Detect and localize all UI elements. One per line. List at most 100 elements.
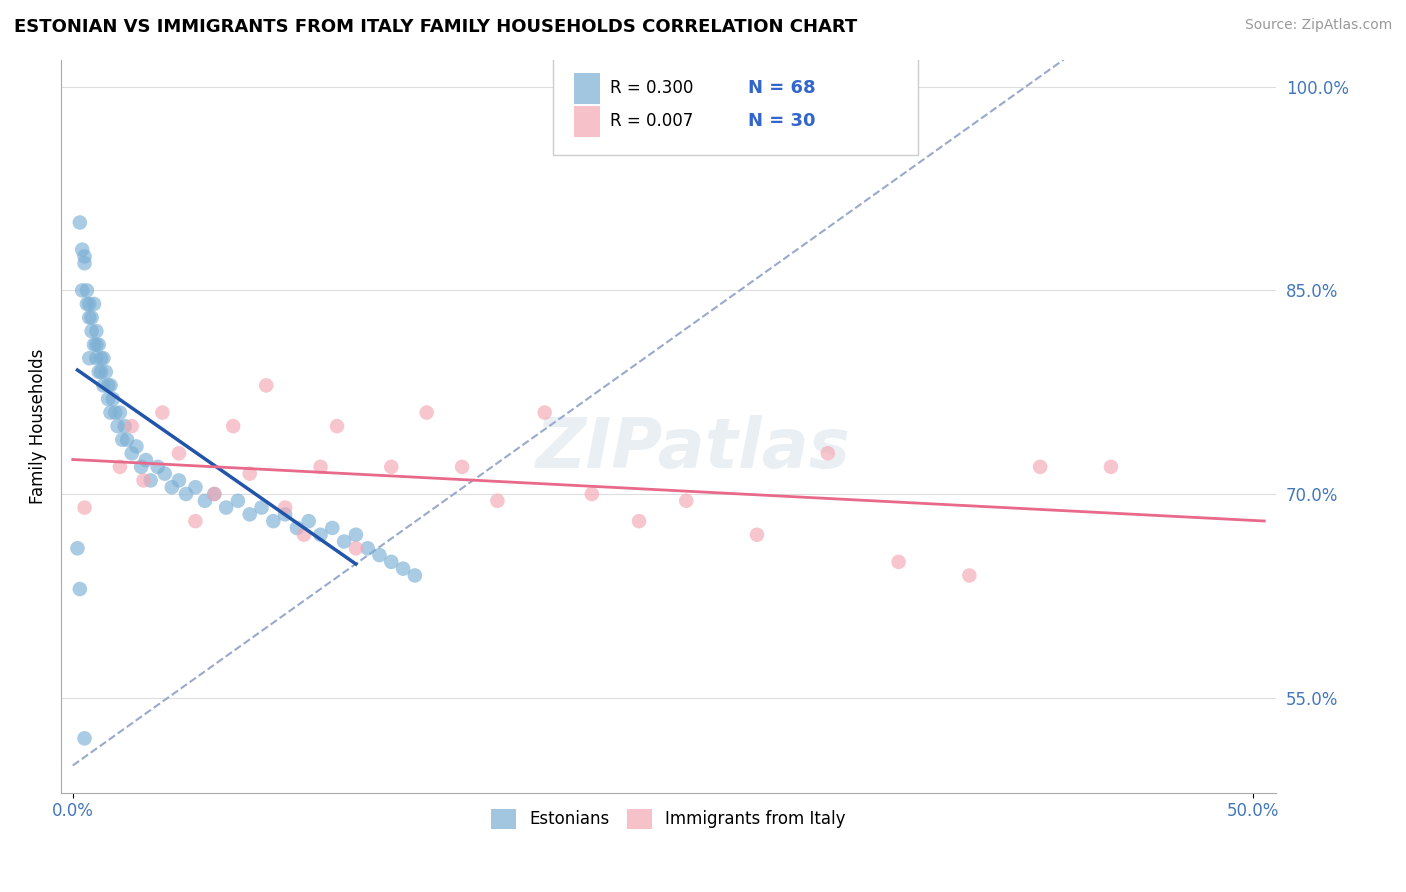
Point <box>77 297 100 311</box>
Point <box>121 446 143 460</box>
Point <box>80 324 103 338</box>
Point <box>135 453 157 467</box>
Point <box>194 493 217 508</box>
Point <box>115 433 138 447</box>
Point <box>125 440 148 454</box>
Text: ESTONIAN VS IMMIGRANTS FROM ITALY FAMILY HOUSEHOLDS CORRELATION CHART: ESTONIAN VS IMMIGRANTS FROM ITALY FAMILY… <box>14 18 858 36</box>
Point <box>86 351 108 366</box>
Point <box>86 324 108 338</box>
Point <box>73 249 96 263</box>
Text: N = 30: N = 30 <box>748 112 815 130</box>
Point <box>111 433 134 447</box>
Point <box>887 555 910 569</box>
Text: R = 0.300: R = 0.300 <box>610 79 693 97</box>
Point <box>380 555 402 569</box>
Point <box>152 406 174 420</box>
Point <box>628 514 651 528</box>
Point <box>333 534 356 549</box>
Point <box>392 562 415 576</box>
Point <box>226 493 249 508</box>
Text: R = 0.007: R = 0.007 <box>610 112 693 130</box>
Point <box>93 351 115 366</box>
Point <box>957 568 980 582</box>
Point <box>90 365 112 379</box>
Point <box>73 256 96 270</box>
Point <box>76 297 98 311</box>
Point <box>94 365 117 379</box>
Point <box>107 419 129 434</box>
Point <box>100 406 122 420</box>
Point <box>101 392 124 406</box>
Point <box>1099 459 1122 474</box>
Point <box>675 493 697 508</box>
Point <box>285 521 308 535</box>
Point <box>83 337 105 351</box>
Point <box>184 514 207 528</box>
Point <box>344 541 367 556</box>
Point <box>222 419 245 434</box>
Point <box>533 406 555 420</box>
Point <box>121 419 143 434</box>
Point <box>114 419 136 434</box>
Point <box>69 582 91 596</box>
Point <box>184 480 207 494</box>
FancyBboxPatch shape <box>553 56 918 155</box>
Point <box>451 459 474 474</box>
Point <box>415 406 437 420</box>
Point <box>215 500 238 515</box>
Point <box>368 548 391 562</box>
Point <box>90 351 112 366</box>
Point <box>76 284 98 298</box>
Legend: Estonians, Immigrants from Italy: Estonians, Immigrants from Italy <box>485 802 852 836</box>
Point <box>77 310 100 325</box>
Point <box>108 406 131 420</box>
Y-axis label: Family Households: Family Households <box>30 349 46 504</box>
Point <box>321 521 343 535</box>
Point <box>309 527 332 541</box>
Point <box>250 500 273 515</box>
Point <box>160 480 183 494</box>
Point <box>309 459 332 474</box>
Point <box>73 731 96 746</box>
Point <box>274 500 297 515</box>
Point <box>202 487 225 501</box>
Point <box>104 406 127 420</box>
Point <box>69 215 91 229</box>
Point <box>1029 459 1052 474</box>
Text: N = 68: N = 68 <box>748 79 815 97</box>
Point <box>87 337 110 351</box>
Point <box>77 351 100 366</box>
FancyBboxPatch shape <box>574 73 600 103</box>
Point <box>745 527 768 541</box>
Point <box>254 378 277 392</box>
FancyBboxPatch shape <box>574 106 600 136</box>
Point <box>80 310 103 325</box>
Point <box>93 378 115 392</box>
Point <box>357 541 380 556</box>
Point <box>129 459 152 474</box>
Point <box>97 392 120 406</box>
Point <box>139 474 162 488</box>
Point <box>326 419 349 434</box>
Point <box>486 493 509 508</box>
Point <box>100 378 122 392</box>
Point <box>404 568 426 582</box>
Point <box>239 508 262 522</box>
Point <box>70 284 93 298</box>
Point <box>108 459 131 474</box>
Point <box>174 487 197 501</box>
Point <box>83 297 105 311</box>
Point <box>153 467 176 481</box>
Text: ZIPatlas: ZIPatlas <box>536 415 851 482</box>
Point <box>380 459 402 474</box>
Point <box>66 541 89 556</box>
Point <box>262 514 284 528</box>
Text: Source: ZipAtlas.com: Source: ZipAtlas.com <box>1244 18 1392 32</box>
Point <box>132 474 155 488</box>
Point <box>167 474 190 488</box>
Point <box>298 514 321 528</box>
Point <box>581 487 603 501</box>
Point <box>239 467 262 481</box>
Point <box>87 365 110 379</box>
Point <box>70 243 93 257</box>
